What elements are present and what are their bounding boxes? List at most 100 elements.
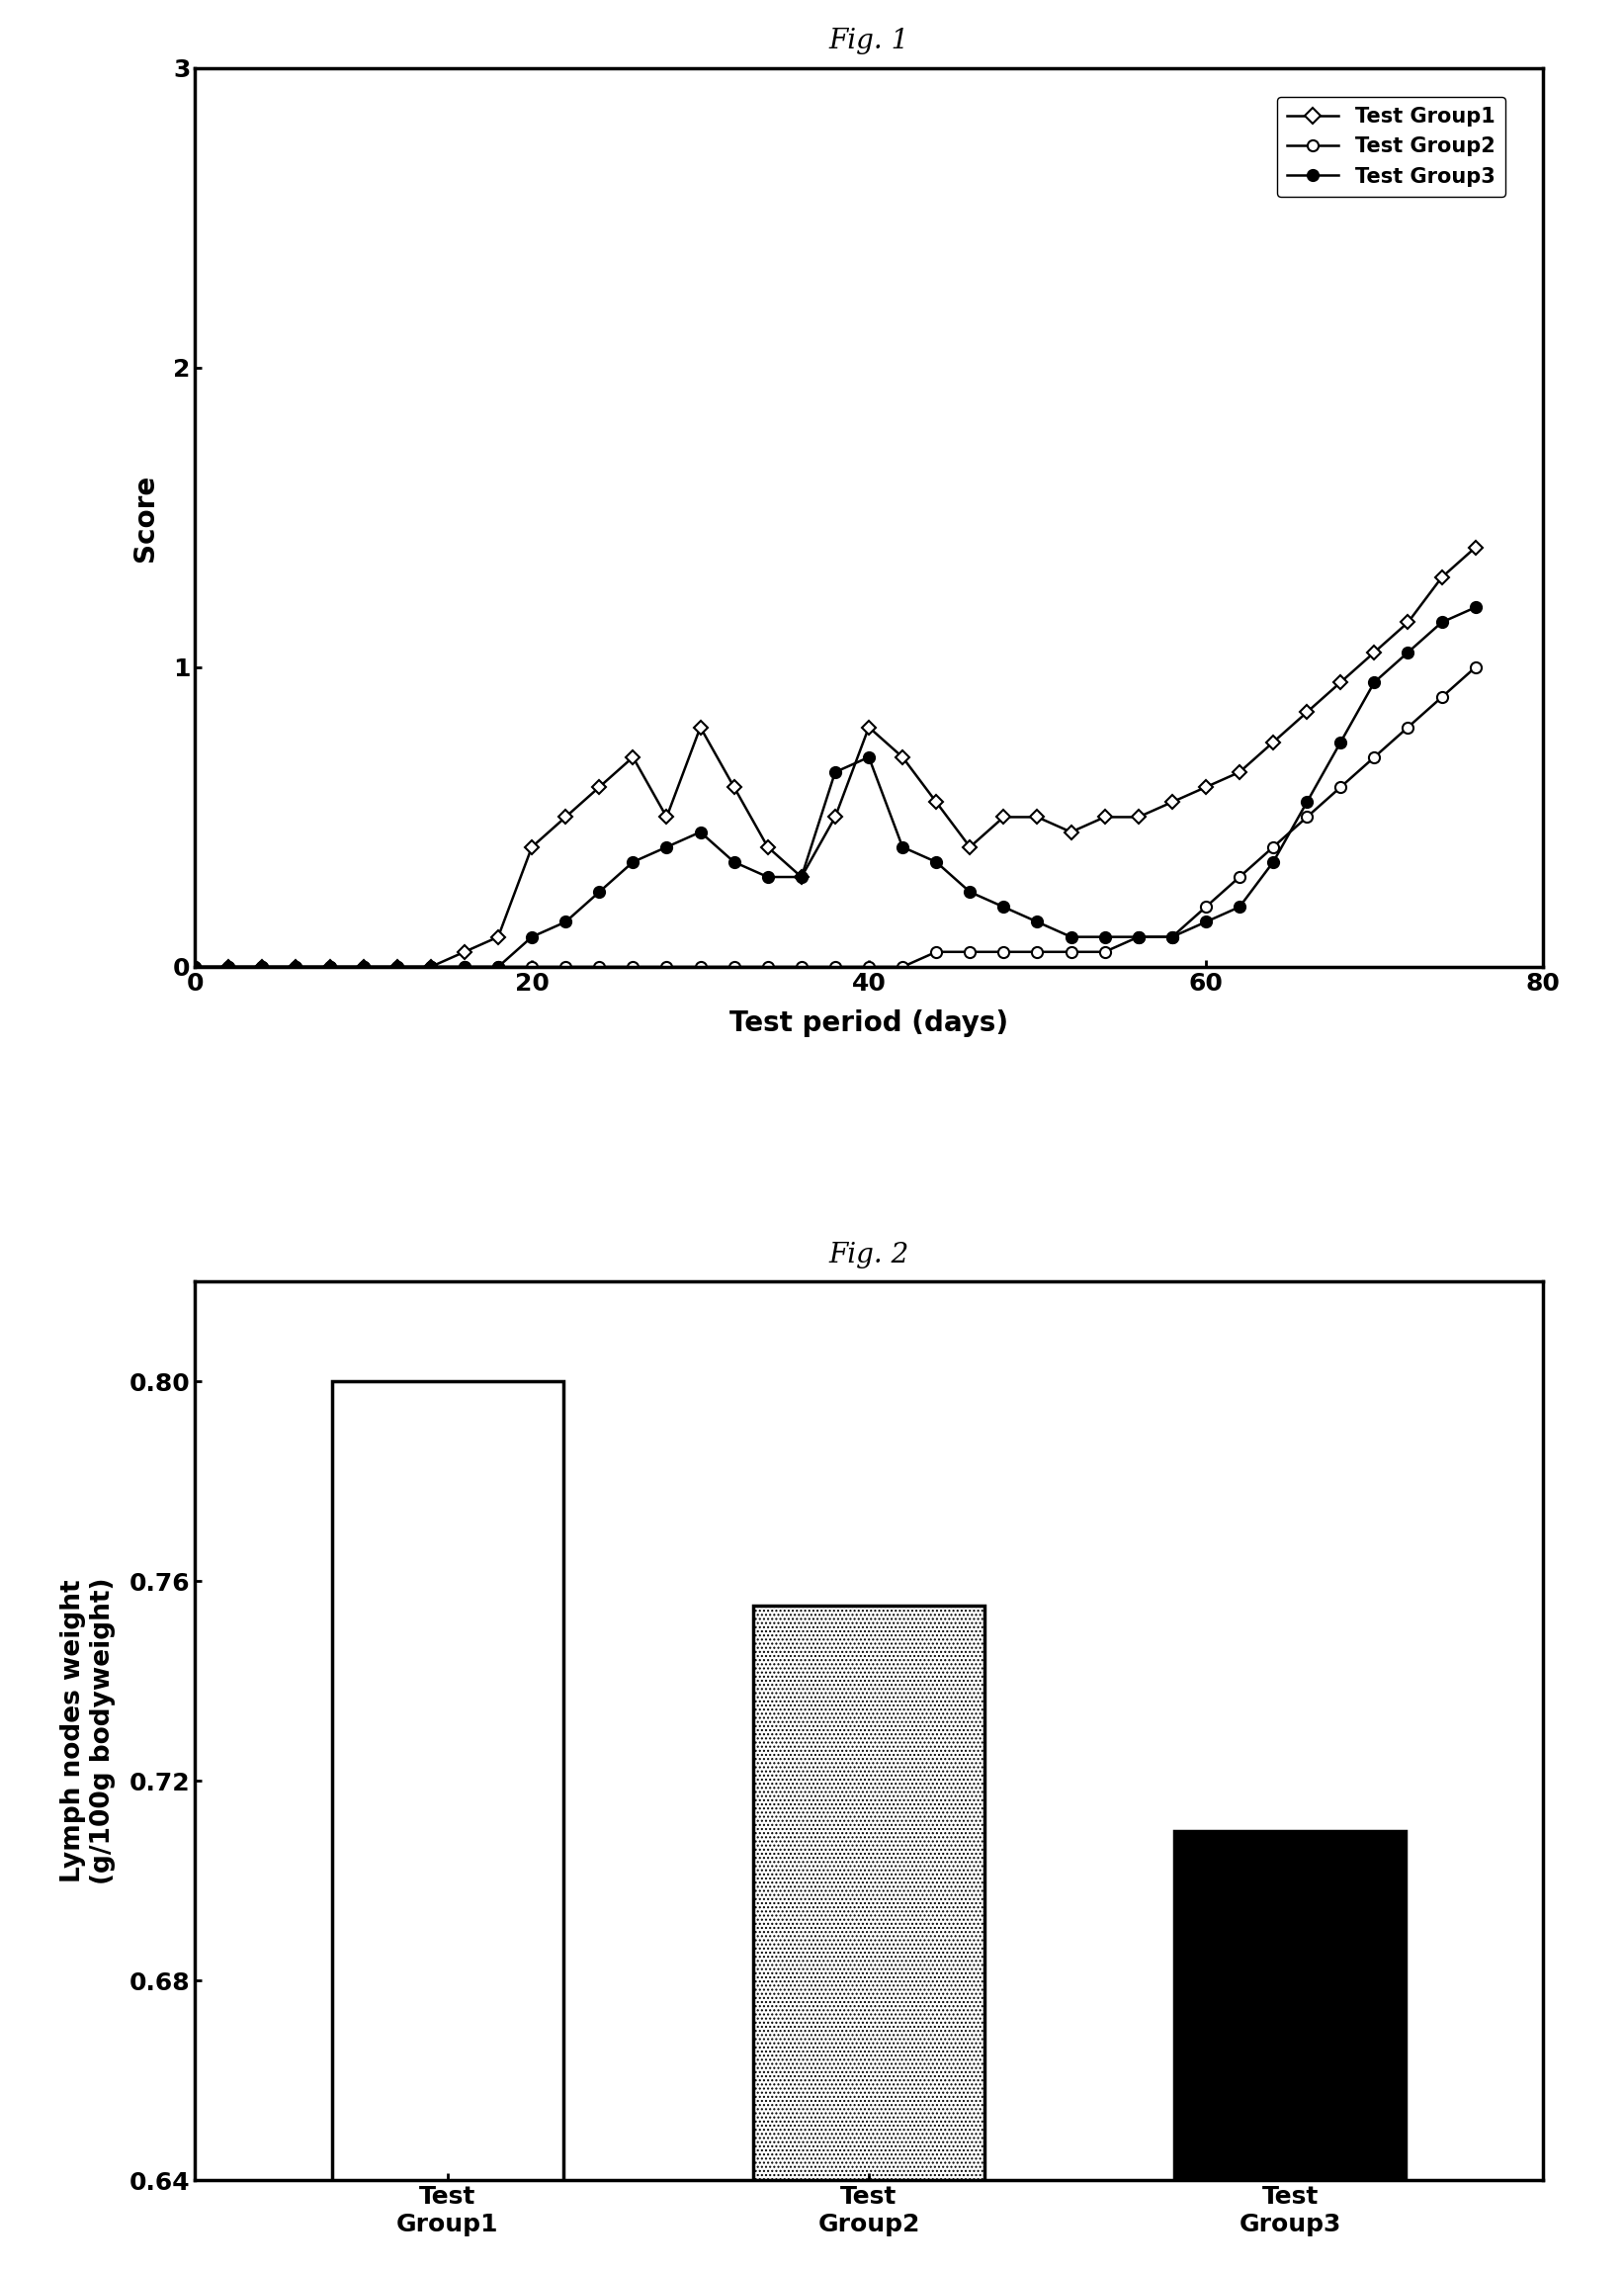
Test Group3 xyxy=(960,879,979,906)
Test Group2 xyxy=(724,954,744,981)
Test Group2 xyxy=(219,954,239,981)
Test Group1 xyxy=(1263,729,1283,756)
Test Group2 xyxy=(656,954,677,981)
Test Group3 xyxy=(859,743,879,770)
Line: Test Group2: Test Group2 xyxy=(190,661,1481,972)
Test Group1 xyxy=(590,774,609,802)
Test Group3 xyxy=(1263,849,1283,877)
Test Group1 xyxy=(624,743,643,770)
Test Group1 xyxy=(555,804,575,831)
Test Group3 xyxy=(590,879,609,906)
Test Group1 xyxy=(387,954,406,981)
Test Group1 xyxy=(1129,804,1148,831)
Test Group1 xyxy=(1298,699,1317,727)
Test Group1 xyxy=(286,954,305,981)
Test Group2 xyxy=(758,954,778,981)
Legend: Test Group1, Test Group2, Test Group3: Test Group1, Test Group2, Test Group3 xyxy=(1276,95,1505,198)
Test Group2 xyxy=(1364,743,1384,770)
Y-axis label: Score: Score xyxy=(132,475,159,561)
Test Group3 xyxy=(690,818,710,845)
Test Group3 xyxy=(1163,924,1182,952)
Test Group1 xyxy=(825,804,844,831)
Test Group1 xyxy=(253,954,273,981)
Test Group1 xyxy=(1364,638,1384,665)
Test Group1 xyxy=(690,713,710,740)
Test Group2 xyxy=(523,954,542,981)
X-axis label: Test period (days): Test period (days) xyxy=(729,1008,1009,1038)
Line: Test Group3: Test Group3 xyxy=(190,602,1481,972)
Test Group2 xyxy=(859,954,879,981)
Test Group1 xyxy=(455,938,474,965)
Test Group1 xyxy=(724,774,744,802)
Test Group1 xyxy=(859,713,879,740)
Test Group2 xyxy=(1195,893,1215,920)
Test Group3 xyxy=(1332,729,1351,756)
Title: Fig. 2: Fig. 2 xyxy=(828,1242,909,1267)
Test Group2 xyxy=(926,938,945,965)
Test Group2 xyxy=(1398,713,1418,740)
Test Group3 xyxy=(286,954,305,981)
Test Group1 xyxy=(1466,534,1486,561)
Test Group2 xyxy=(320,954,339,981)
Test Group2 xyxy=(489,954,508,981)
Y-axis label: Lymph nodes weight
(g/100g bodyweight): Lymph nodes weight (g/100g bodyweight) xyxy=(60,1578,115,1885)
Test Group1 xyxy=(320,954,339,981)
Test Group2 xyxy=(555,954,575,981)
Test Group2 xyxy=(1095,938,1114,965)
Test Group2 xyxy=(455,954,474,981)
Test Group3 xyxy=(1095,924,1114,952)
Test Group2 xyxy=(286,954,305,981)
Test Group2 xyxy=(1062,938,1082,965)
Title: Fig. 1: Fig. 1 xyxy=(828,27,909,55)
Test Group3 xyxy=(1398,638,1418,665)
Test Group3 xyxy=(1466,593,1486,620)
Test Group3 xyxy=(1062,924,1082,952)
Test Group3 xyxy=(1298,788,1317,815)
Test Group1 xyxy=(1432,563,1452,590)
Test Group3 xyxy=(656,833,677,861)
Test Group3 xyxy=(1195,908,1215,936)
Test Group1 xyxy=(354,954,374,981)
Test Group1 xyxy=(1095,804,1114,831)
Test Group1 xyxy=(1062,818,1082,845)
Test Group2 xyxy=(1332,774,1351,802)
Test Group2 xyxy=(1028,938,1047,965)
Test Group2 xyxy=(387,954,406,981)
Bar xyxy=(331,1381,564,2271)
Test Group3 xyxy=(219,954,239,981)
Test Group3 xyxy=(893,833,913,861)
Test Group2 xyxy=(960,938,979,965)
Test Group1 xyxy=(1163,788,1182,815)
Test Group3 xyxy=(421,954,440,981)
Line: Test Group1: Test Group1 xyxy=(190,543,1479,972)
Test Group2 xyxy=(690,954,710,981)
Test Group2 xyxy=(590,954,609,981)
Test Group2 xyxy=(1163,924,1182,952)
Test Group1 xyxy=(656,804,677,831)
Test Group3 xyxy=(185,954,205,981)
Test Group3 xyxy=(624,849,643,877)
Test Group2 xyxy=(185,954,205,981)
Test Group3 xyxy=(724,849,744,877)
Test Group3 xyxy=(926,849,945,877)
Test Group3 xyxy=(523,924,542,952)
Test Group3 xyxy=(253,954,273,981)
Test Group3 xyxy=(1432,609,1452,636)
Test Group2 xyxy=(354,954,374,981)
Test Group3 xyxy=(1028,908,1047,936)
Test Group2 xyxy=(791,954,810,981)
Test Group2 xyxy=(421,954,440,981)
Test Group3 xyxy=(489,954,508,981)
Test Group2 xyxy=(1466,654,1486,681)
Test Group1 xyxy=(1398,609,1418,636)
Test Group1 xyxy=(1195,774,1215,802)
Test Group3 xyxy=(354,954,374,981)
Test Group3 xyxy=(1364,668,1384,695)
Test Group2 xyxy=(1432,684,1452,711)
Bar xyxy=(754,1606,984,2271)
Test Group1 xyxy=(489,924,508,952)
Test Group1 xyxy=(758,833,778,861)
Test Group2 xyxy=(1298,804,1317,831)
Test Group3 xyxy=(455,954,474,981)
Test Group3 xyxy=(758,863,778,890)
